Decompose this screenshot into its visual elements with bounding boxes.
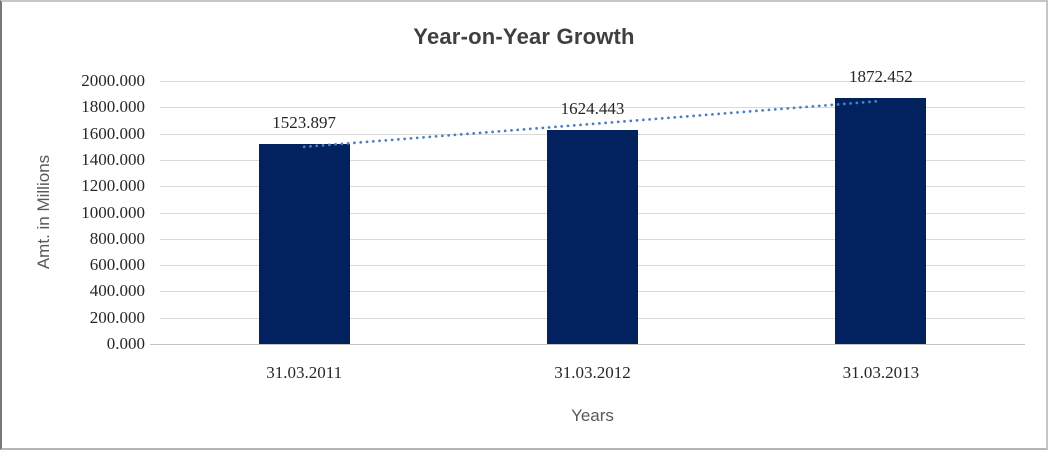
bar-data-label: 1872.452 bbox=[848, 66, 913, 86]
y-tick-label: 1000.000 bbox=[81, 202, 145, 222]
y-tick-label: 1800.000 bbox=[81, 97, 145, 117]
y-tick-label: 1600.000 bbox=[81, 123, 145, 143]
bar-data-label: 1624.443 bbox=[560, 99, 625, 119]
chart-title: Year-on-Year Growth bbox=[413, 24, 635, 49]
y-tick-label: 2000.000 bbox=[81, 71, 145, 90]
y-tick-label: 600.000 bbox=[89, 255, 145, 275]
bar bbox=[258, 143, 350, 344]
y-tick-label: 800.000 bbox=[89, 228, 145, 248]
x-axis-line bbox=[150, 344, 1025, 345]
x-axis-title: Years bbox=[571, 406, 614, 425]
bar bbox=[835, 97, 927, 344]
y-tick-label: 400.000 bbox=[89, 281, 145, 301]
x-tick-label: 31.03.2011 bbox=[266, 363, 343, 382]
bar-data-label: 1523.897 bbox=[272, 112, 337, 132]
gridline bbox=[160, 81, 1025, 82]
bar bbox=[547, 130, 638, 344]
x-tick-label: 31.03.2013 bbox=[842, 363, 920, 382]
x-tick-label: 31.03.2012 bbox=[554, 363, 631, 382]
y-tick-label: 1200.000 bbox=[81, 176, 145, 196]
y-tick-label: 1400.000 bbox=[81, 149, 145, 169]
y-tick-label: 200.000 bbox=[89, 307, 145, 327]
y-tick-label: 0.000 bbox=[106, 334, 145, 353]
